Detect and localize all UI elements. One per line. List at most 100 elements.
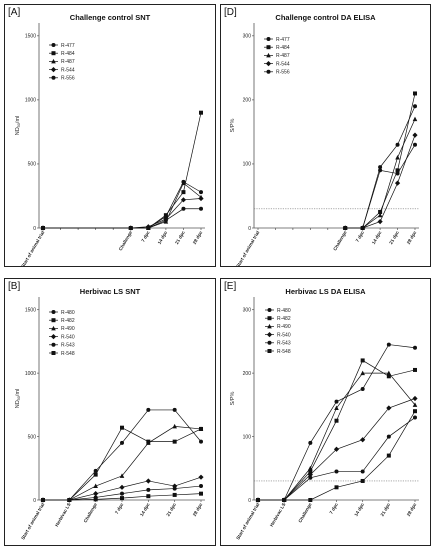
legend-marker xyxy=(51,325,56,331)
data-point xyxy=(146,494,151,499)
data-point xyxy=(172,486,177,491)
legend-marker xyxy=(50,67,57,73)
series-line xyxy=(258,359,416,501)
data-point xyxy=(413,142,417,147)
legend-label: R-487 xyxy=(276,53,290,59)
legend-marker xyxy=(267,323,272,329)
data-point xyxy=(360,386,365,391)
y-tick-label: 1500 xyxy=(25,34,36,40)
data-point xyxy=(386,370,392,376)
data-point xyxy=(120,496,124,501)
legend-label: R-540 xyxy=(61,334,75,340)
x-tick-label: 7 dpc xyxy=(114,502,125,515)
data-point xyxy=(394,180,401,186)
data-point xyxy=(395,171,400,176)
chart-title: Challenge control DA ELISA xyxy=(275,13,376,22)
legend-label: R-484 xyxy=(61,51,75,57)
legend-marker xyxy=(51,75,56,80)
y-tick-label: 300 xyxy=(243,34,252,40)
legend-label: R-543 xyxy=(61,343,75,349)
legend-label: R-477 xyxy=(276,37,290,43)
data-point xyxy=(412,132,418,138)
x-tick-label: 7 dpc xyxy=(355,230,366,243)
legend-marker xyxy=(51,43,56,47)
data-point xyxy=(199,439,203,444)
data-point xyxy=(386,434,391,439)
data-point xyxy=(307,472,313,478)
data-point xyxy=(308,498,313,502)
y-tick-label: 200 xyxy=(243,371,252,377)
data-point xyxy=(343,226,348,230)
data-point xyxy=(386,342,391,347)
chart-svg: 0 500 1000 1500 ND50/ml Start of animal trial… xyxy=(15,297,205,541)
legend-marker xyxy=(50,334,57,340)
legend-label: R-484 xyxy=(276,45,290,51)
data-point xyxy=(120,491,124,496)
data-point xyxy=(146,226,151,230)
data-point xyxy=(199,491,203,496)
legend-marker xyxy=(266,69,271,74)
panel-a: [A] Challenge control SNT 0 500 1000 1500 ND… xyxy=(4,4,216,267)
data-point xyxy=(413,367,417,372)
data-point xyxy=(256,498,260,502)
x-tick-label: 21 dpc xyxy=(174,230,186,245)
y-axis-label: ND50/ml xyxy=(15,389,21,409)
y-tick-label: 500 xyxy=(28,162,37,168)
legend-label: R-556 xyxy=(276,70,290,76)
data-point xyxy=(308,440,313,445)
data-point xyxy=(360,478,365,483)
x-tick-label: Challenge xyxy=(83,502,99,524)
data-point xyxy=(181,190,186,195)
legend-marker xyxy=(266,332,273,338)
legend-marker xyxy=(265,61,272,67)
data-point xyxy=(67,498,72,502)
x-tick-label: Start of animal trial xyxy=(20,502,45,541)
data-point xyxy=(413,345,417,350)
x-tick-label: 28 dpc xyxy=(406,230,418,245)
series-line xyxy=(43,112,202,229)
data-point xyxy=(199,206,203,211)
legend-label: R-556 xyxy=(61,76,75,82)
panel-label: [E] xyxy=(224,281,237,292)
data-point xyxy=(93,483,98,489)
legend-label: R-487 xyxy=(61,59,75,65)
x-tick-label: 7 dpc xyxy=(140,230,151,243)
legend-label: R-544 xyxy=(276,61,290,67)
x-tick-label: Start of animal trial xyxy=(235,502,260,541)
legend-marker xyxy=(51,318,56,323)
x-tick-label: 28 dpc xyxy=(192,230,204,245)
data-point xyxy=(181,179,186,184)
chart-title: Herbivac LS SNT xyxy=(79,287,141,296)
data-point xyxy=(334,399,339,404)
legend-marker xyxy=(266,52,271,58)
data-point xyxy=(413,409,417,414)
legend-marker xyxy=(51,58,56,64)
legend-label: R-482 xyxy=(61,318,75,324)
panel-label: [B] xyxy=(8,281,21,292)
data-point xyxy=(377,212,383,218)
y-tick-label: 100 xyxy=(243,162,252,168)
y-tick-label: 300 xyxy=(243,307,252,313)
y-axis-label: S/P% xyxy=(230,119,236,133)
data-point xyxy=(198,426,204,431)
data-point xyxy=(333,446,340,452)
legend-label: R-540 xyxy=(277,332,291,338)
series-line xyxy=(43,208,201,229)
x-tick-label: Herbivac LS xyxy=(54,502,72,528)
legend-label: R-477 xyxy=(61,43,75,49)
data-point xyxy=(395,168,400,173)
x-tick-label: 14 dpc xyxy=(353,502,365,517)
panel-d: [D] Challenge control DA ELISA 0 100 200 30… xyxy=(220,4,431,267)
data-point xyxy=(93,497,98,502)
data-point xyxy=(360,358,365,363)
data-point xyxy=(386,453,391,458)
series-line xyxy=(43,198,202,229)
x-tick-label: 28 dpc xyxy=(192,502,204,517)
x-tick-label: 21 dpc xyxy=(165,502,177,517)
data-point xyxy=(120,440,124,445)
data-point xyxy=(412,395,418,402)
data-point xyxy=(395,155,400,160)
data-point xyxy=(360,226,365,230)
data-point xyxy=(41,226,45,230)
data-point xyxy=(146,440,151,445)
